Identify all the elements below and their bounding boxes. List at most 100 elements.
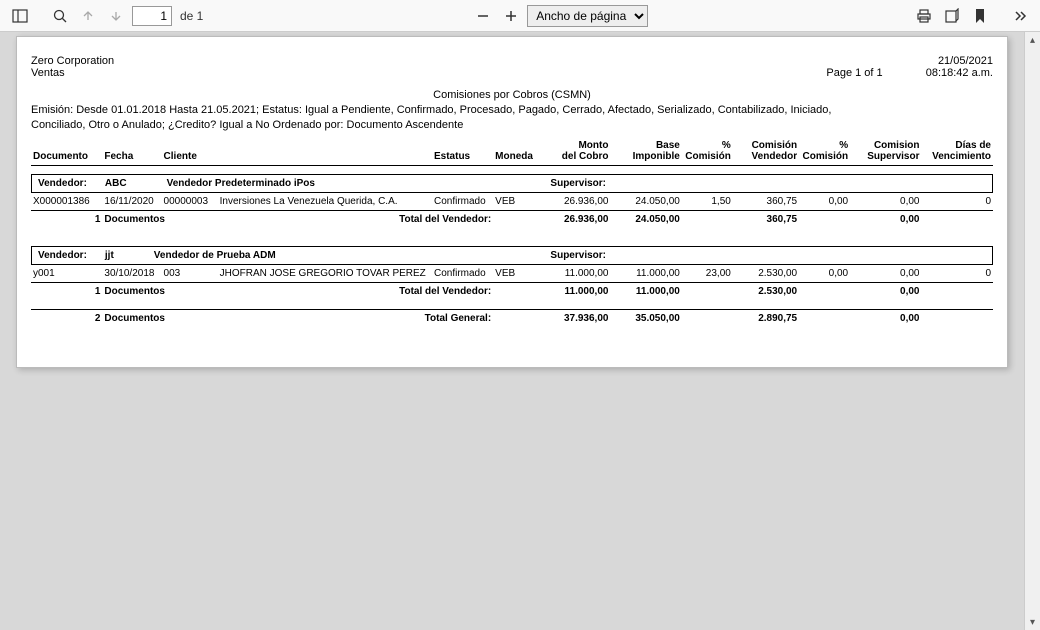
vendor-header: Vendedor: jjt Vendedor de Prueba ADM Sup… xyxy=(31,246,993,265)
documentos-label: Documentos xyxy=(102,282,217,300)
cell-com-sup: 0,00 xyxy=(850,265,921,283)
col-monto: Montodel Cobro xyxy=(539,137,610,166)
vendor-total-row: 1 Documentos Total del Vendedor: 11.000,… xyxy=(31,282,993,300)
pdf-toolbar: de 1 Ancho de página xyxy=(0,0,1040,32)
grand-total-comvend: 2.890,75 xyxy=(733,310,799,328)
report-filters-line2: Conciliado, Otro o Anulado; ¿Credito? Ig… xyxy=(31,118,993,133)
zoom-select[interactable]: Ancho de página xyxy=(527,5,648,27)
cell-com-vend: 2.530,00 xyxy=(733,265,799,283)
vendor-doc-count: 1 xyxy=(31,210,102,228)
open-file-icon[interactable] xyxy=(940,4,964,28)
col-base: BaseImponible xyxy=(610,137,681,166)
supervisor-label: Supervisor: xyxy=(550,250,606,261)
cell-pct-com: 1,50 xyxy=(682,193,733,211)
cell-base: 11.000,00 xyxy=(610,265,681,283)
report-filters-line1: Emisión: Desde 01.01.2018 Hasta 21.05.20… xyxy=(31,103,993,118)
cell-pct-com2: 0,00 xyxy=(799,193,850,211)
more-tools-icon[interactable] xyxy=(1008,4,1032,28)
print-icon[interactable] xyxy=(912,4,936,28)
vendor-code: ABC xyxy=(105,178,127,189)
prev-page-icon[interactable] xyxy=(76,4,100,28)
cell-documento: y001 xyxy=(31,265,102,283)
vendor-header: Vendedor: ABC Vendedor Predeterminado iP… xyxy=(31,174,993,193)
vendor-label: Vendedor: xyxy=(38,250,87,261)
cell-fecha: 30/10/2018 xyxy=(102,265,161,283)
cell-moneda: VEB xyxy=(493,193,539,211)
sidebar-toggle-icon[interactable] xyxy=(8,4,32,28)
cell-cliente-name: JHOFRAN JOSE GREGORIO TOVAR PEREZ xyxy=(218,265,432,283)
col-fecha: Fecha xyxy=(102,137,161,166)
company-name: Zero Corporation xyxy=(31,55,114,67)
vendor-total-base: 11.000,00 xyxy=(610,282,681,300)
vendor-code: jjt xyxy=(105,250,114,261)
page-count-label: de 1 xyxy=(176,9,207,23)
cell-documento: X000001386 xyxy=(31,193,102,211)
table-row: X000001386 16/11/2020 00000003 Inversion… xyxy=(31,193,993,211)
col-dias: Días deVencimiento xyxy=(922,137,994,166)
vendor-name: Vendedor Predeterminado iPos xyxy=(167,178,315,189)
col-documento: Documento xyxy=(31,137,102,166)
cell-fecha: 16/11/2020 xyxy=(102,193,161,211)
bookmark-icon[interactable] xyxy=(968,4,992,28)
col-moneda: Moneda xyxy=(493,137,539,166)
cell-dias: 0 xyxy=(922,193,994,211)
zoom-in-icon[interactable] xyxy=(499,4,523,28)
total-vendedor-label: Total del Vendedor: xyxy=(218,210,494,228)
report-title: Comisiones por Cobros (CSMN) xyxy=(31,89,993,101)
vendor-total-comvend: 2.530,00 xyxy=(733,282,799,300)
scroll-up-icon[interactable]: ▴ xyxy=(1025,32,1040,48)
cell-monto: 26.936,00 xyxy=(539,193,610,211)
search-icon[interactable] xyxy=(48,4,72,28)
module-name: Ventas xyxy=(31,67,114,79)
vendor-total-comsup: 0,00 xyxy=(850,210,921,228)
cell-dias: 0 xyxy=(922,265,994,283)
vendor-total-base: 24.050,00 xyxy=(610,210,681,228)
documentos-label: Documentos xyxy=(102,210,217,228)
table-row: y001 30/10/2018 003 JHOFRAN JOSE GREGORI… xyxy=(31,265,993,283)
vendor-label: Vendedor: xyxy=(38,178,87,189)
cell-pct-com2: 0,00 xyxy=(799,265,850,283)
vendor-total-monto: 11.000,00 xyxy=(539,282,610,300)
cell-moneda: VEB xyxy=(493,265,539,283)
cell-cliente-code: 00000003 xyxy=(162,193,218,211)
vertical-scrollbar[interactable]: ▴ ▾ xyxy=(1024,32,1040,630)
next-page-icon[interactable] xyxy=(104,4,128,28)
cell-estatus: Confirmado xyxy=(432,265,493,283)
zoom-out-icon[interactable] xyxy=(471,4,495,28)
supervisor-label: Supervisor: xyxy=(550,178,606,189)
cell-cliente-name: Inversiones La Venezuela Querida, C.A. xyxy=(218,193,432,211)
cell-pct-com: 23,00 xyxy=(682,265,733,283)
col-pct-comision2: %Comisión xyxy=(799,137,850,166)
vendor-total-monto: 26.936,00 xyxy=(539,210,610,228)
grand-total-comsup: 0,00 xyxy=(850,310,921,328)
report-time: 08:18:42 a.m. xyxy=(926,67,993,79)
report-page: Zero Corporation Ventas 21/05/2021 Page … xyxy=(16,36,1008,368)
cell-monto: 11.000,00 xyxy=(539,265,610,283)
grand-total-row: 2 Documentos Total General: 37.936,00 35… xyxy=(31,310,993,328)
total-general-label: Total General: xyxy=(218,310,494,328)
vendor-total-comsup: 0,00 xyxy=(850,282,921,300)
scroll-down-icon[interactable]: ▾ xyxy=(1025,614,1040,630)
report-table: Documento Fecha Cliente Estatus Moneda M… xyxy=(31,137,993,328)
cell-com-vend: 360,75 xyxy=(733,193,799,211)
col-com-vendedor: ComisiónVendedor xyxy=(733,137,799,166)
documentos-label: Documentos xyxy=(102,310,217,328)
col-cliente: Cliente xyxy=(162,137,432,166)
total-vendedor-label: Total del Vendedor: xyxy=(218,282,494,300)
report-date: 21/05/2021 xyxy=(826,55,993,67)
vendor-total-comvend: 360,75 xyxy=(733,210,799,228)
vendor-doc-count: 1 xyxy=(31,282,102,300)
col-estatus: Estatus xyxy=(432,137,493,166)
cell-cliente-code: 003 xyxy=(162,265,218,283)
col-com-supervisor: ComisionSupervisor xyxy=(850,137,921,166)
col-pct-comision: %Comisión xyxy=(682,137,733,166)
cell-estatus: Confirmado xyxy=(432,193,493,211)
cell-com-sup: 0,00 xyxy=(850,193,921,211)
grand-total-monto: 37.936,00 xyxy=(539,310,610,328)
document-viewer: Zero Corporation Ventas 21/05/2021 Page … xyxy=(0,32,1040,630)
page-indicator: Page 1 of 1 xyxy=(826,67,882,79)
cell-base: 24.050,00 xyxy=(610,193,681,211)
page-number-input[interactable] xyxy=(132,6,172,26)
vendor-name: Vendedor de Prueba ADM xyxy=(154,250,276,261)
grand-total-base: 35.050,00 xyxy=(610,310,681,328)
